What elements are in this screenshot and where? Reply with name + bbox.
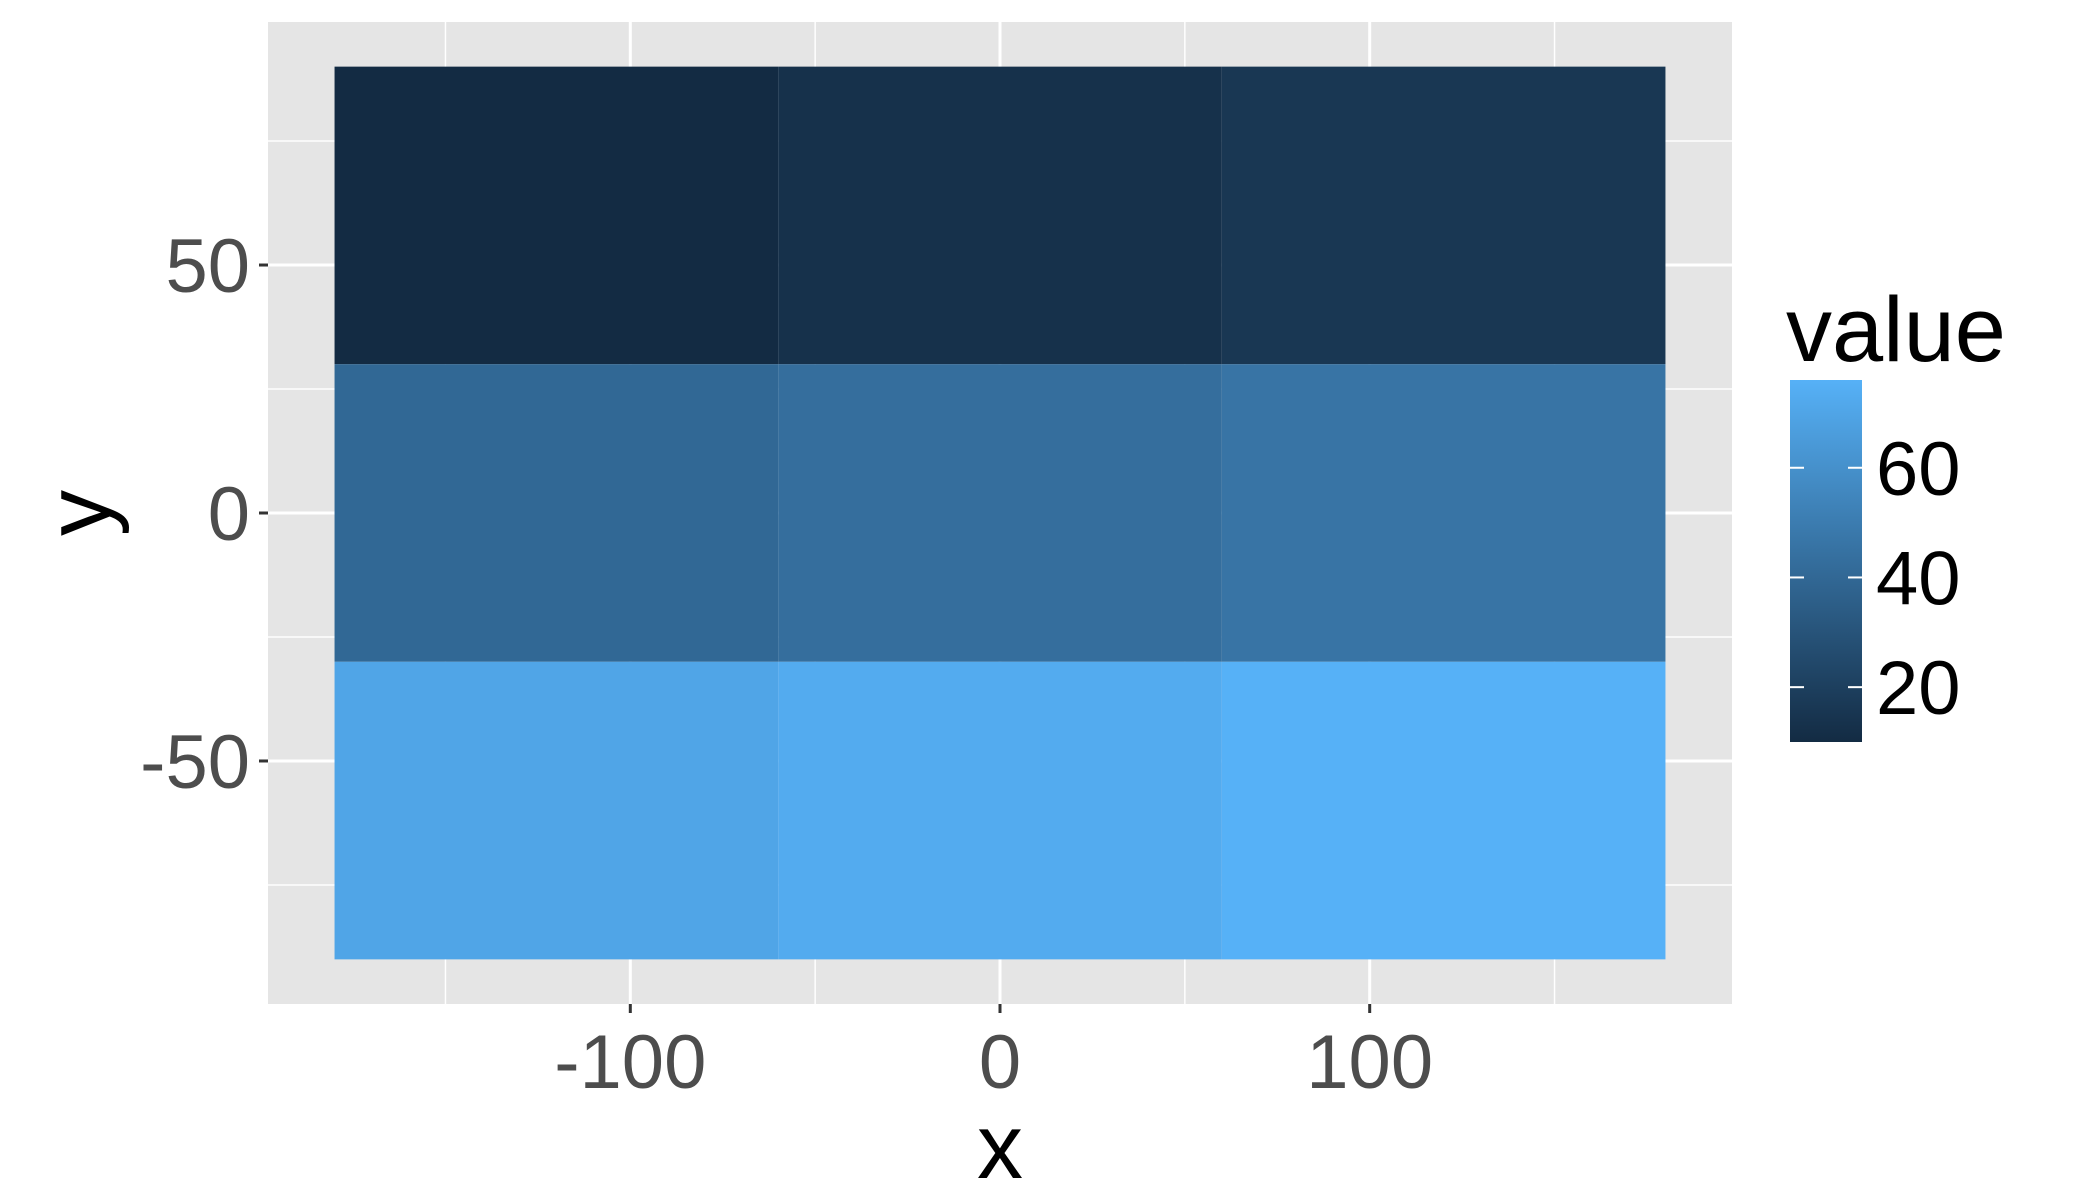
legend-ticks: 20 40 60 (1790, 427, 1961, 731)
heatmap-tile (778, 661, 1222, 960)
heatmap-tile (778, 364, 1222, 662)
heatmap-tile (334, 364, 779, 662)
heatmap-tile (1221, 364, 1666, 662)
heatmap-tile (778, 66, 1222, 365)
legend-break-label: 20 (1876, 646, 1961, 731)
legend-break-label: 40 (1876, 536, 1961, 621)
x-tick-label: -100 (554, 1020, 706, 1105)
y-axis-title: y (28, 490, 130, 536)
legend-colorbar (1790, 380, 1862, 742)
y-tick-label: 50 (165, 224, 250, 309)
x-tick-label: 100 (1306, 1020, 1433, 1105)
heatmap-tile (1221, 661, 1666, 960)
heatmap-tile (334, 661, 779, 960)
x-axis: -100 0 100 (554, 1004, 1433, 1105)
legend-title: value (1786, 279, 2006, 381)
x-axis-title: x (977, 1096, 1023, 1198)
y-axis: -50 0 50 (140, 224, 268, 805)
legend-break-label: 60 (1876, 427, 1961, 512)
heatmap-tiles (334, 66, 1666, 960)
heatmap-tile (334, 66, 779, 365)
y-tick-label: 0 (208, 472, 250, 557)
color-legend: value 20 40 60 (1786, 279, 2006, 742)
heatmap-tile (1221, 66, 1666, 365)
x-tick-label: 0 (979, 1020, 1021, 1105)
y-tick-label: -50 (140, 720, 250, 805)
